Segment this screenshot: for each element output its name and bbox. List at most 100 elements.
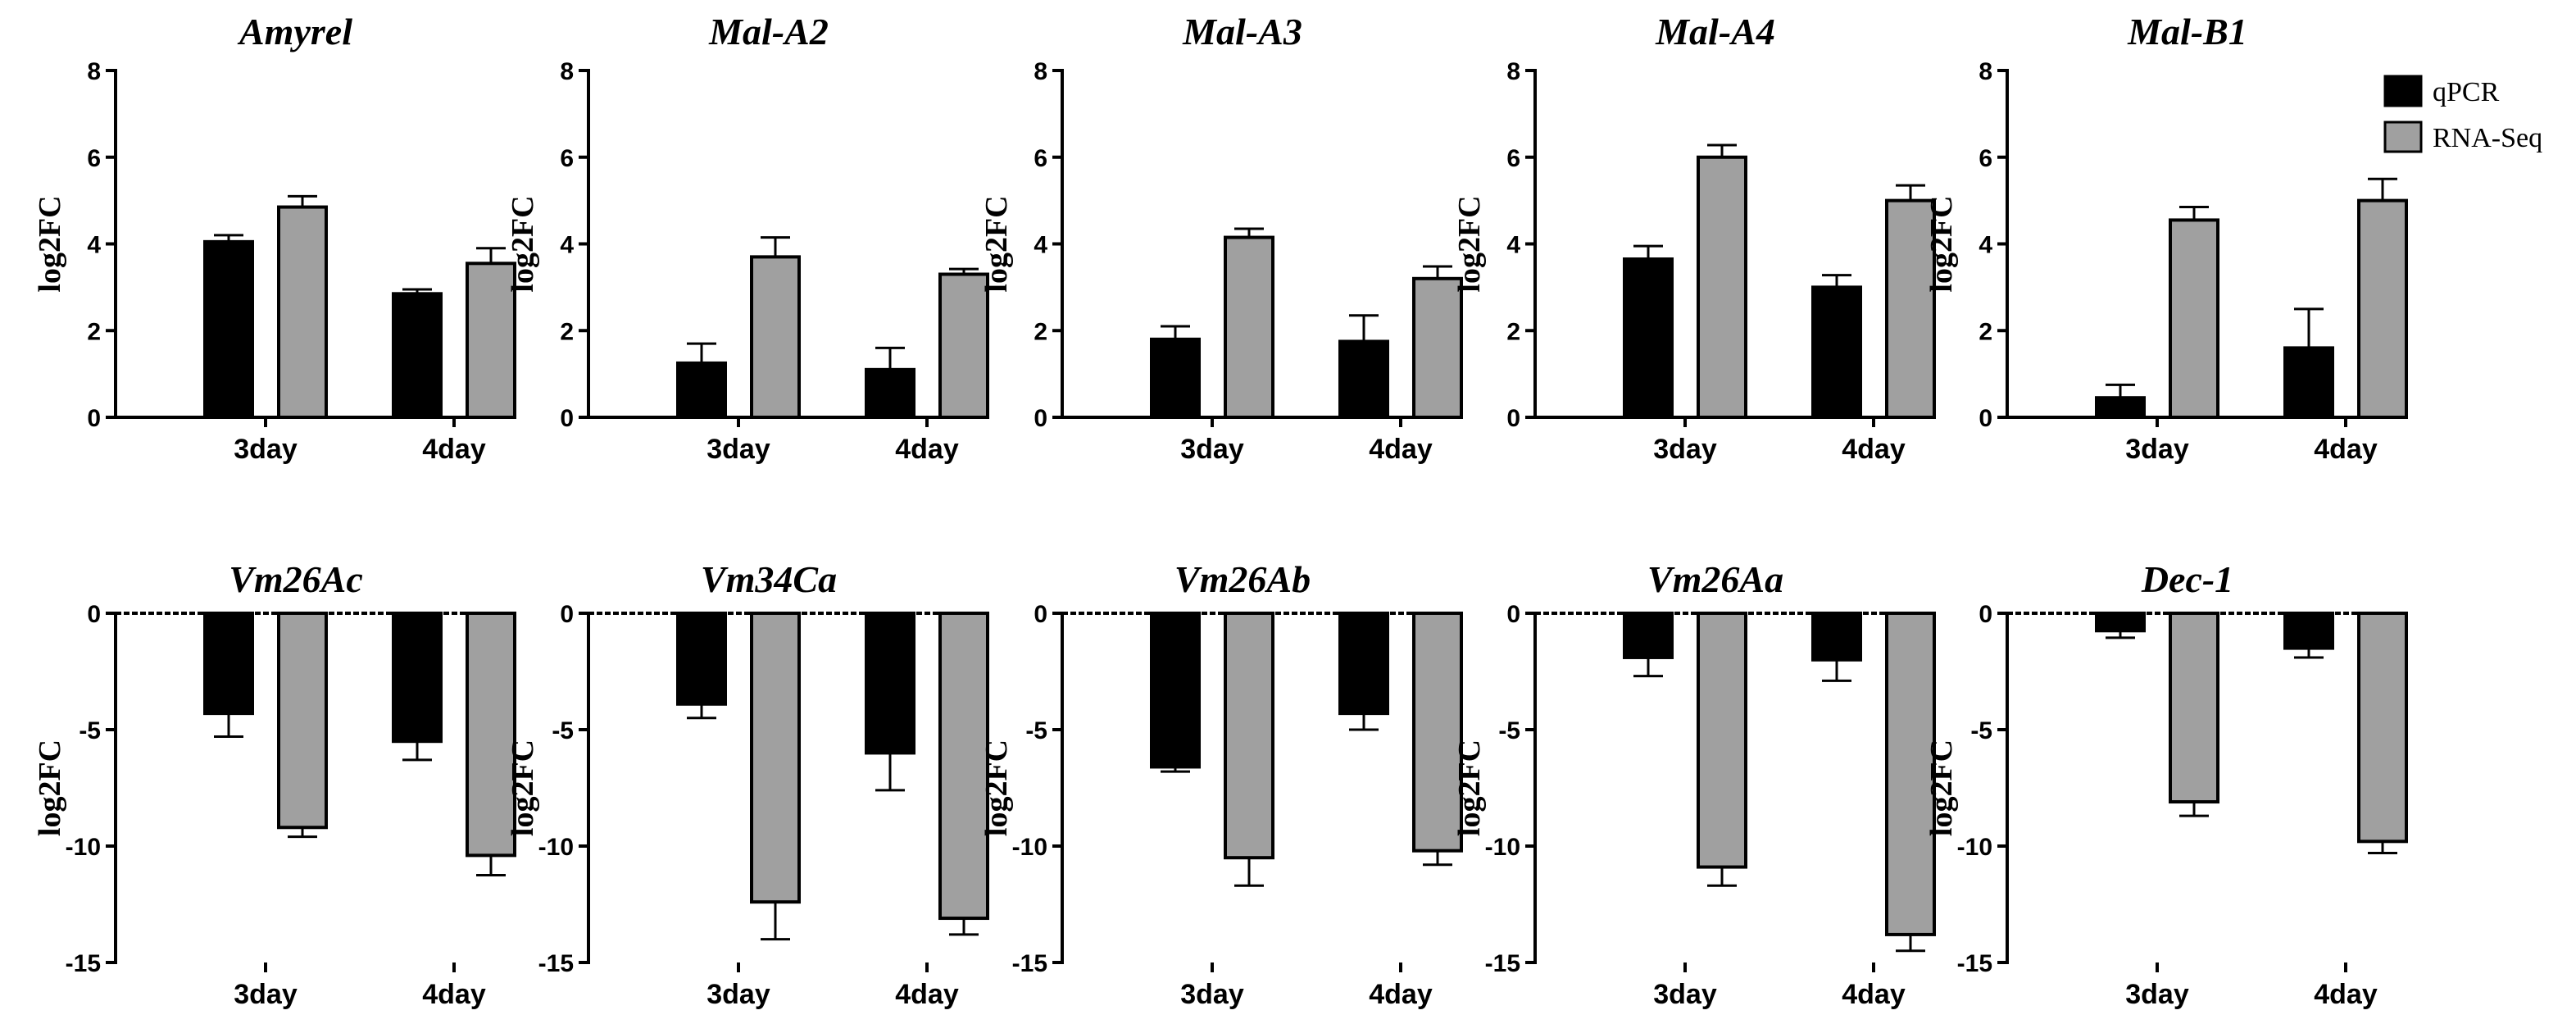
y-tick-label: 0 (1506, 405, 1520, 432)
y-tick-label: -5 (79, 717, 101, 744)
panel-title: Dec-1 (2141, 558, 2233, 600)
y-axis-label: log2FC (33, 195, 67, 292)
panel-mal-b1: Mal-B1 log2FC 0 2 4 6 8 3day 4day (1924, 11, 2408, 465)
chart-panels: Amyrel log2FC 0 2 4 6 8 3day 4day Mal-A2 log2FC 0 2 4… (33, 11, 2408, 1010)
y-tick-label: 2 (1034, 318, 1047, 345)
bar-rna-seq-4day (938, 272, 989, 420)
y-tick-label: 0 (1979, 405, 1992, 432)
y-tick-label: 6 (560, 145, 574, 172)
y-tick-label: 2 (1506, 318, 1520, 345)
y-axis-label: log2FC (506, 739, 540, 836)
bar-rna-seq-4day (1412, 276, 1463, 419)
bar-rna-seq-3day (2169, 612, 2219, 804)
panel-mal-a2: Mal-A2 log2FC 0 2 4 6 8 3day 4day (506, 11, 989, 465)
bar-qpcr-4day (865, 367, 915, 419)
y-tick-label: 0 (560, 601, 574, 628)
bar-rna-seq-3day (277, 612, 328, 830)
bar-qpcr-4day (2283, 612, 2334, 650)
bar-qpcr-3day (1150, 612, 1201, 769)
bar-rna-seq-4day (466, 612, 516, 858)
y-tick-label: 6 (1979, 145, 1992, 172)
y-tick-label: -10 (1012, 834, 1047, 861)
bar-qpcr-4day (1811, 285, 1862, 419)
x-tick-label: 3day (234, 434, 298, 465)
y-tick-label: 8 (560, 58, 574, 85)
bar-rna-seq-3day (1224, 612, 1274, 860)
x-tick-label: 4day (1842, 434, 1906, 465)
y-tick-label: 0 (1034, 405, 1047, 432)
panel-vm34ca: Vm34Ca log2FC 0 -5 -10 -15 3day 4day (506, 558, 989, 1010)
y-tick-label: 0 (1506, 601, 1520, 628)
y-tick-label: 0 (560, 405, 574, 432)
bar-qpcr-3day (2095, 396, 2146, 419)
x-tick-label: 4day (895, 434, 959, 465)
y-tick-label: 0 (87, 601, 101, 628)
bar-qpcr-3day (203, 612, 254, 716)
bar-qpcr-4day (1338, 612, 1389, 716)
y-tick-label: -15 (1012, 950, 1047, 977)
panel-dec-1: Dec-1 log2FC 0 -5 -10 -15 3day 4day (1924, 558, 2408, 1010)
bar-rna-seq-3day (750, 612, 801, 904)
legend-label-rna-seq: RNA-Seq (2433, 123, 2542, 153)
panel-title: Mal-A2 (708, 11, 829, 52)
x-tick-label: 3day (234, 979, 298, 1010)
y-axis-label: log2FC (979, 739, 1014, 836)
bar-qpcr-4day (2283, 346, 2334, 419)
bar-qpcr-4day (392, 292, 443, 419)
panel-mal-a4: Mal-A4 log2FC 0 2 4 6 8 3day 4day (1452, 11, 1936, 465)
y-axis-label: log2FC (506, 195, 540, 292)
bar-rna-seq-4day (1885, 612, 1936, 936)
x-tick-label: 3day (1653, 979, 1717, 1010)
bar-qpcr-4day (392, 612, 443, 744)
panel-title: Mal-A3 (1182, 11, 1302, 52)
y-tick-label: 6 (1506, 145, 1520, 172)
y-axis-label: log2FC (979, 195, 1014, 292)
panel-title: Mal-B1 (2127, 11, 2247, 52)
x-tick-label: 3day (1180, 979, 1244, 1010)
x-tick-label: 3day (706, 434, 770, 465)
bar-rna-seq-4day (2357, 198, 2408, 419)
y-tick-label: 2 (1979, 318, 1992, 345)
bar-qpcr-4day (865, 612, 915, 755)
y-tick-label: 8 (1506, 58, 1520, 85)
y-axis-label: log2FC (1924, 739, 1959, 836)
y-tick-label: -10 (1485, 834, 1520, 861)
y-tick-label: -15 (538, 950, 574, 977)
x-tick-label: 3day (2125, 434, 2189, 465)
bar-rna-seq-3day (277, 205, 328, 419)
bar-qpcr-3day (1623, 612, 1674, 659)
bar-qpcr-4day (1811, 612, 1862, 662)
legend-label-qpcr: qPCR (2433, 77, 2500, 107)
x-tick-label: 4day (2314, 434, 2378, 465)
y-tick-label: 6 (1034, 145, 1047, 172)
x-tick-label: 3day (1180, 434, 1244, 465)
y-tick-label: 2 (87, 318, 101, 345)
legend-swatch-rna-seq (2383, 121, 2423, 153)
bar-qpcr-3day (676, 361, 727, 419)
y-tick-label: 4 (1979, 232, 1992, 259)
y-tick-label: 0 (1034, 601, 1047, 628)
bar-qpcr-3day (203, 239, 254, 420)
y-tick-label: 4 (1506, 232, 1520, 259)
bar-rna-seq-4day (2357, 612, 2408, 844)
y-tick-label: -10 (1957, 834, 1992, 861)
legend-swatch-qpcr (2383, 75, 2423, 107)
bar-rna-seq-4day (938, 612, 989, 921)
panel-vm26ac: Vm26Ac log2FC 0 -5 -10 -15 3day 4day (33, 558, 516, 1010)
panel-title: Vm26Ac (229, 558, 363, 600)
x-tick-label: 4day (1369, 434, 1433, 465)
y-tick-label: -5 (552, 717, 574, 744)
y-tick-label: 8 (1979, 58, 1992, 85)
y-tick-label: -15 (66, 950, 101, 977)
bar-rna-seq-3day (1224, 235, 1274, 419)
panel-vm26aa: Vm26Aa log2FC 0 -5 -10 -15 3day 4day (1452, 558, 1936, 1010)
y-axis-label: log2FC (1452, 195, 1487, 292)
bar-qpcr-3day (1150, 337, 1201, 420)
y-tick-label: -15 (1485, 950, 1520, 977)
x-tick-label: 4day (422, 979, 486, 1010)
bar-qpcr-3day (2095, 612, 2146, 633)
x-tick-label: 3day (1653, 434, 1717, 465)
y-tick-label: 4 (1034, 232, 1047, 259)
y-tick-label: -5 (1025, 717, 1047, 744)
